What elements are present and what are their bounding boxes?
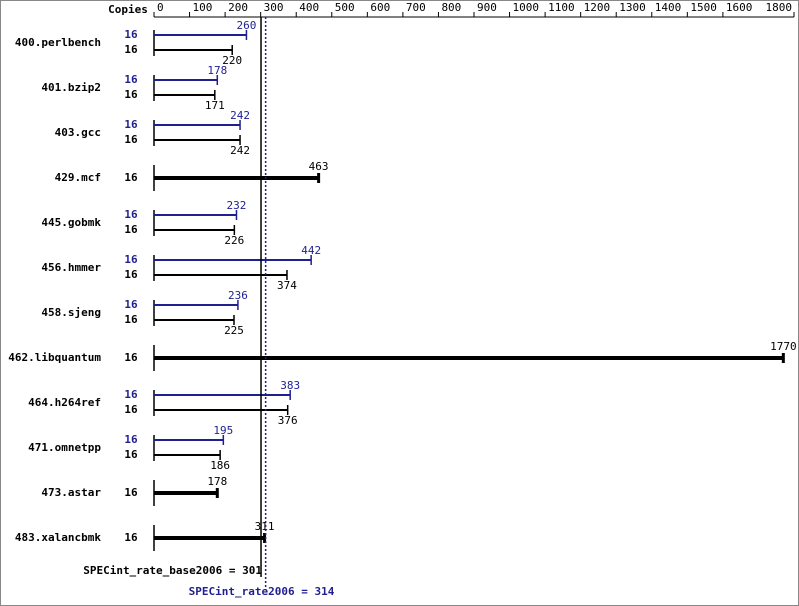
x-tick-label: 1800 [766,1,793,14]
copies-label: 16 [124,133,138,146]
copies-label: 16 [124,223,138,236]
x-tick-label: 1100 [548,1,575,14]
value-label: 374 [277,279,297,292]
copies-label: 16 [124,208,138,221]
bar [154,49,233,51]
bar [154,139,241,141]
value-label: 311 [255,520,275,533]
base-score-label: SPECint_rate_base2006 = 301 [83,564,262,577]
bar [154,356,784,360]
x-tick-label: 300 [264,1,284,14]
x-tick-label: 1000 [513,1,540,14]
copies-label: 16 [124,171,138,184]
copies-label: 16 [124,403,138,416]
value-label: 376 [278,414,298,427]
bar [154,439,224,441]
bar [154,304,238,306]
bar [154,176,319,180]
x-tick-label: 1500 [690,1,717,14]
copies-label: 16 [124,268,138,281]
bar [154,454,221,456]
value-label: 242 [230,144,250,157]
category-label: 400.perlbench [15,36,101,49]
bar [154,259,312,261]
x-tick-label: 900 [477,1,497,14]
x-tick-label: 1200 [584,1,611,14]
copies-label: 16 [124,253,138,266]
category-label: 462.libquantum [8,351,101,364]
value-label: 232 [227,199,247,212]
x-tick-label: 700 [406,1,426,14]
copies-label: 16 [124,448,138,461]
category-label: 473.astar [41,486,101,499]
x-tick-label: 600 [370,1,390,14]
value-label: 463 [309,160,329,173]
x-tick-label: 500 [335,1,355,14]
copies-label: 16 [124,313,138,326]
bar [154,79,218,81]
value-label: 220 [222,54,242,67]
value-label: 260 [237,19,257,32]
category-label: 458.sjeng [41,306,101,319]
category-label: 464.h264ref [28,396,101,409]
copies-label: 16 [124,118,138,131]
value-label: 236 [228,289,248,302]
value-label: 242 [230,109,250,122]
value-label: 178 [207,475,227,488]
copies-label: 16 [124,486,138,499]
value-label: 186 [210,459,230,472]
bar [154,319,234,321]
copies-label: 16 [124,351,138,364]
bar [154,214,237,216]
value-label: 1770 [770,340,797,353]
x-tick-label: 800 [441,1,461,14]
copies-label: 16 [124,531,138,544]
peak-score-label: SPECint_rate2006 = 314 [189,585,335,598]
bar [154,536,265,540]
copies-header: Copies [108,3,148,16]
x-tick-label: 100 [193,1,213,14]
bar [154,94,215,96]
copies-label: 16 [124,298,138,311]
bar [154,274,287,276]
bar [154,491,218,495]
value-label: 178 [207,64,227,77]
value-label: 442 [301,244,321,257]
category-label: 403.gcc [55,126,101,139]
x-tick-label: 400 [299,1,319,14]
bar [154,34,247,36]
copies-label: 16 [124,43,138,56]
x-tick-label: 1600 [726,1,753,14]
category-label: 456.hmmer [41,261,101,274]
bar [154,394,291,396]
category-label: 401.bzip2 [41,81,101,94]
bar [154,229,235,231]
value-label: 195 [213,424,233,437]
copies-label: 16 [124,73,138,86]
value-label: 226 [224,234,244,247]
bar [154,124,241,126]
x-tick-label: 1400 [655,1,682,14]
copies-label: 16 [124,28,138,41]
copies-label: 16 [124,88,138,101]
x-tick-label: 0 [157,1,164,14]
category-label: 445.gobmk [41,216,101,229]
value-label: 225 [224,324,244,337]
copies-label: 16 [124,433,138,446]
x-tick-label: 200 [228,1,248,14]
value-label: 171 [205,99,225,112]
category-label: 429.mcf [55,171,101,184]
category-label: 483.xalancbmk [15,531,101,544]
copies-label: 16 [124,388,138,401]
bar [154,409,288,411]
value-label: 383 [280,379,300,392]
x-tick-label: 1300 [619,1,646,14]
category-label: 471.omnetpp [28,441,101,454]
